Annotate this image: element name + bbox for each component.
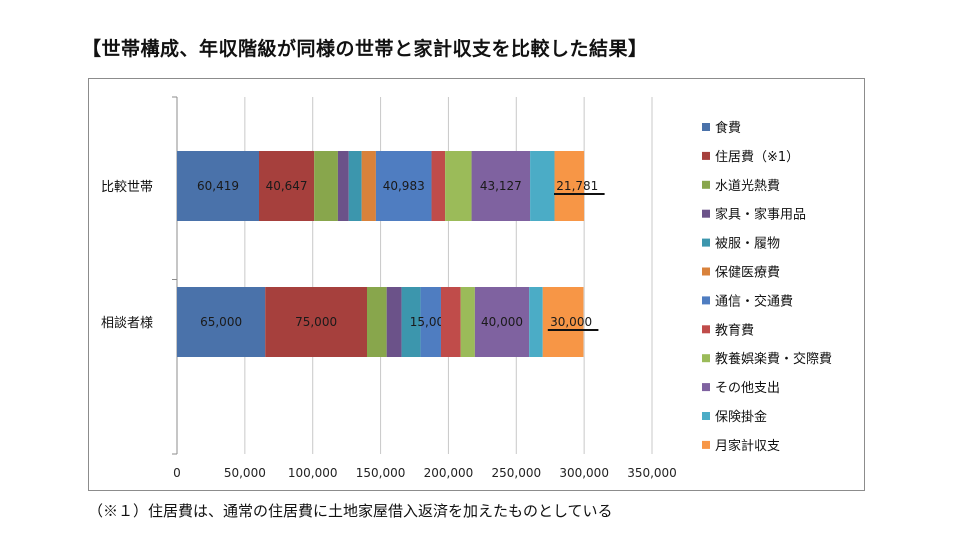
bar-segment xyxy=(529,287,543,357)
bar-segment xyxy=(375,151,432,221)
legend-swatch xyxy=(702,267,710,276)
data-label: 30,000 xyxy=(550,315,592,329)
bar-segment xyxy=(440,287,461,357)
bar-segment xyxy=(361,151,376,221)
bar-segment xyxy=(471,151,531,221)
bar-segment xyxy=(420,287,441,357)
legend-swatch xyxy=(702,440,710,449)
legend-swatch xyxy=(702,383,710,392)
legend-swatch xyxy=(702,238,710,247)
legend-label: 被服・履物 xyxy=(715,237,780,252)
bar-segment xyxy=(460,287,475,357)
legend-label: 家具・家事用品 xyxy=(715,207,806,223)
data-label: 65,000 xyxy=(200,315,242,329)
x-tick-label: 100,000 xyxy=(288,466,338,480)
legend-label: 保険掛金 xyxy=(715,409,767,425)
stacked-bar-chart: 0 50,000 100,000 150,000 200,000 250,000 300,0… xyxy=(101,96,832,480)
data-label: 21,781 xyxy=(556,179,598,193)
bar-segment xyxy=(367,287,387,357)
slide-title: 【世帯構成、年収階級が同様の世帯と家計収支を比較した結果】 xyxy=(82,38,648,60)
bar-segment xyxy=(542,287,584,357)
category-label: 相談者様 xyxy=(101,315,153,331)
bar-segment xyxy=(530,151,555,221)
legend-label: 水道光熱費 xyxy=(715,179,780,194)
legend-label: その他支出 xyxy=(715,381,780,396)
bar-segment xyxy=(431,151,446,221)
bar-segment xyxy=(554,151,585,221)
legend-label: 住居費（※1） xyxy=(715,150,799,165)
bar-segment xyxy=(265,287,367,357)
x-tick-label: 50,000 xyxy=(224,466,266,480)
data-label: 40,647 xyxy=(266,179,308,193)
legend-swatch xyxy=(702,123,710,131)
x-tick-label: 200,000 xyxy=(424,466,474,480)
footnote: （※１）住居費は、通常の住居費に土地家屋借入返済を加えたものとしている xyxy=(88,502,613,520)
bar-segment xyxy=(401,287,421,357)
bar-segment xyxy=(314,151,338,221)
legend-label: 教育費 xyxy=(715,322,754,338)
legend-swatch xyxy=(702,180,710,189)
category-label: 比較世帯 xyxy=(101,180,153,195)
legend-swatch xyxy=(702,151,710,160)
legend-swatch xyxy=(702,354,710,363)
data-label: 60,419 xyxy=(197,179,239,193)
x-tick-label: 150,000 xyxy=(356,466,406,480)
data-label: 75,000 xyxy=(295,315,337,329)
legend-label: 月家計収支 xyxy=(715,438,780,454)
x-tick-label: 350,000 xyxy=(627,466,677,480)
x-tick-label: 250,000 xyxy=(491,466,541,480)
bar-segment xyxy=(386,287,402,357)
bar-segment xyxy=(258,151,315,221)
data-label: 43,127 xyxy=(480,179,522,193)
legend-label: 保健医療費 xyxy=(715,266,780,281)
legend-label: 食費 xyxy=(715,120,741,136)
bar-segment xyxy=(337,151,349,221)
bar-segment xyxy=(474,287,530,357)
legend-label: 教養娯楽費・交際費 xyxy=(715,351,832,367)
legend-swatch xyxy=(702,296,710,305)
bar-segment xyxy=(348,151,362,221)
bar-segment xyxy=(445,151,472,221)
legend-swatch xyxy=(702,209,710,218)
x-tick-label: 300,000 xyxy=(559,466,609,480)
bar-segment xyxy=(177,287,266,357)
legend-label: 通信・交通費 xyxy=(715,293,793,309)
x-tick-label: 0 xyxy=(173,466,181,480)
data-label: 40,000 xyxy=(481,315,523,329)
chart-frame: 0 50,000 100,000 150,000 200,000 250,000 300,0… xyxy=(88,78,865,491)
data-label: 40,983 xyxy=(383,179,425,193)
bar-segment xyxy=(177,151,259,221)
legend-swatch xyxy=(702,412,710,420)
legend-swatch xyxy=(702,325,710,334)
